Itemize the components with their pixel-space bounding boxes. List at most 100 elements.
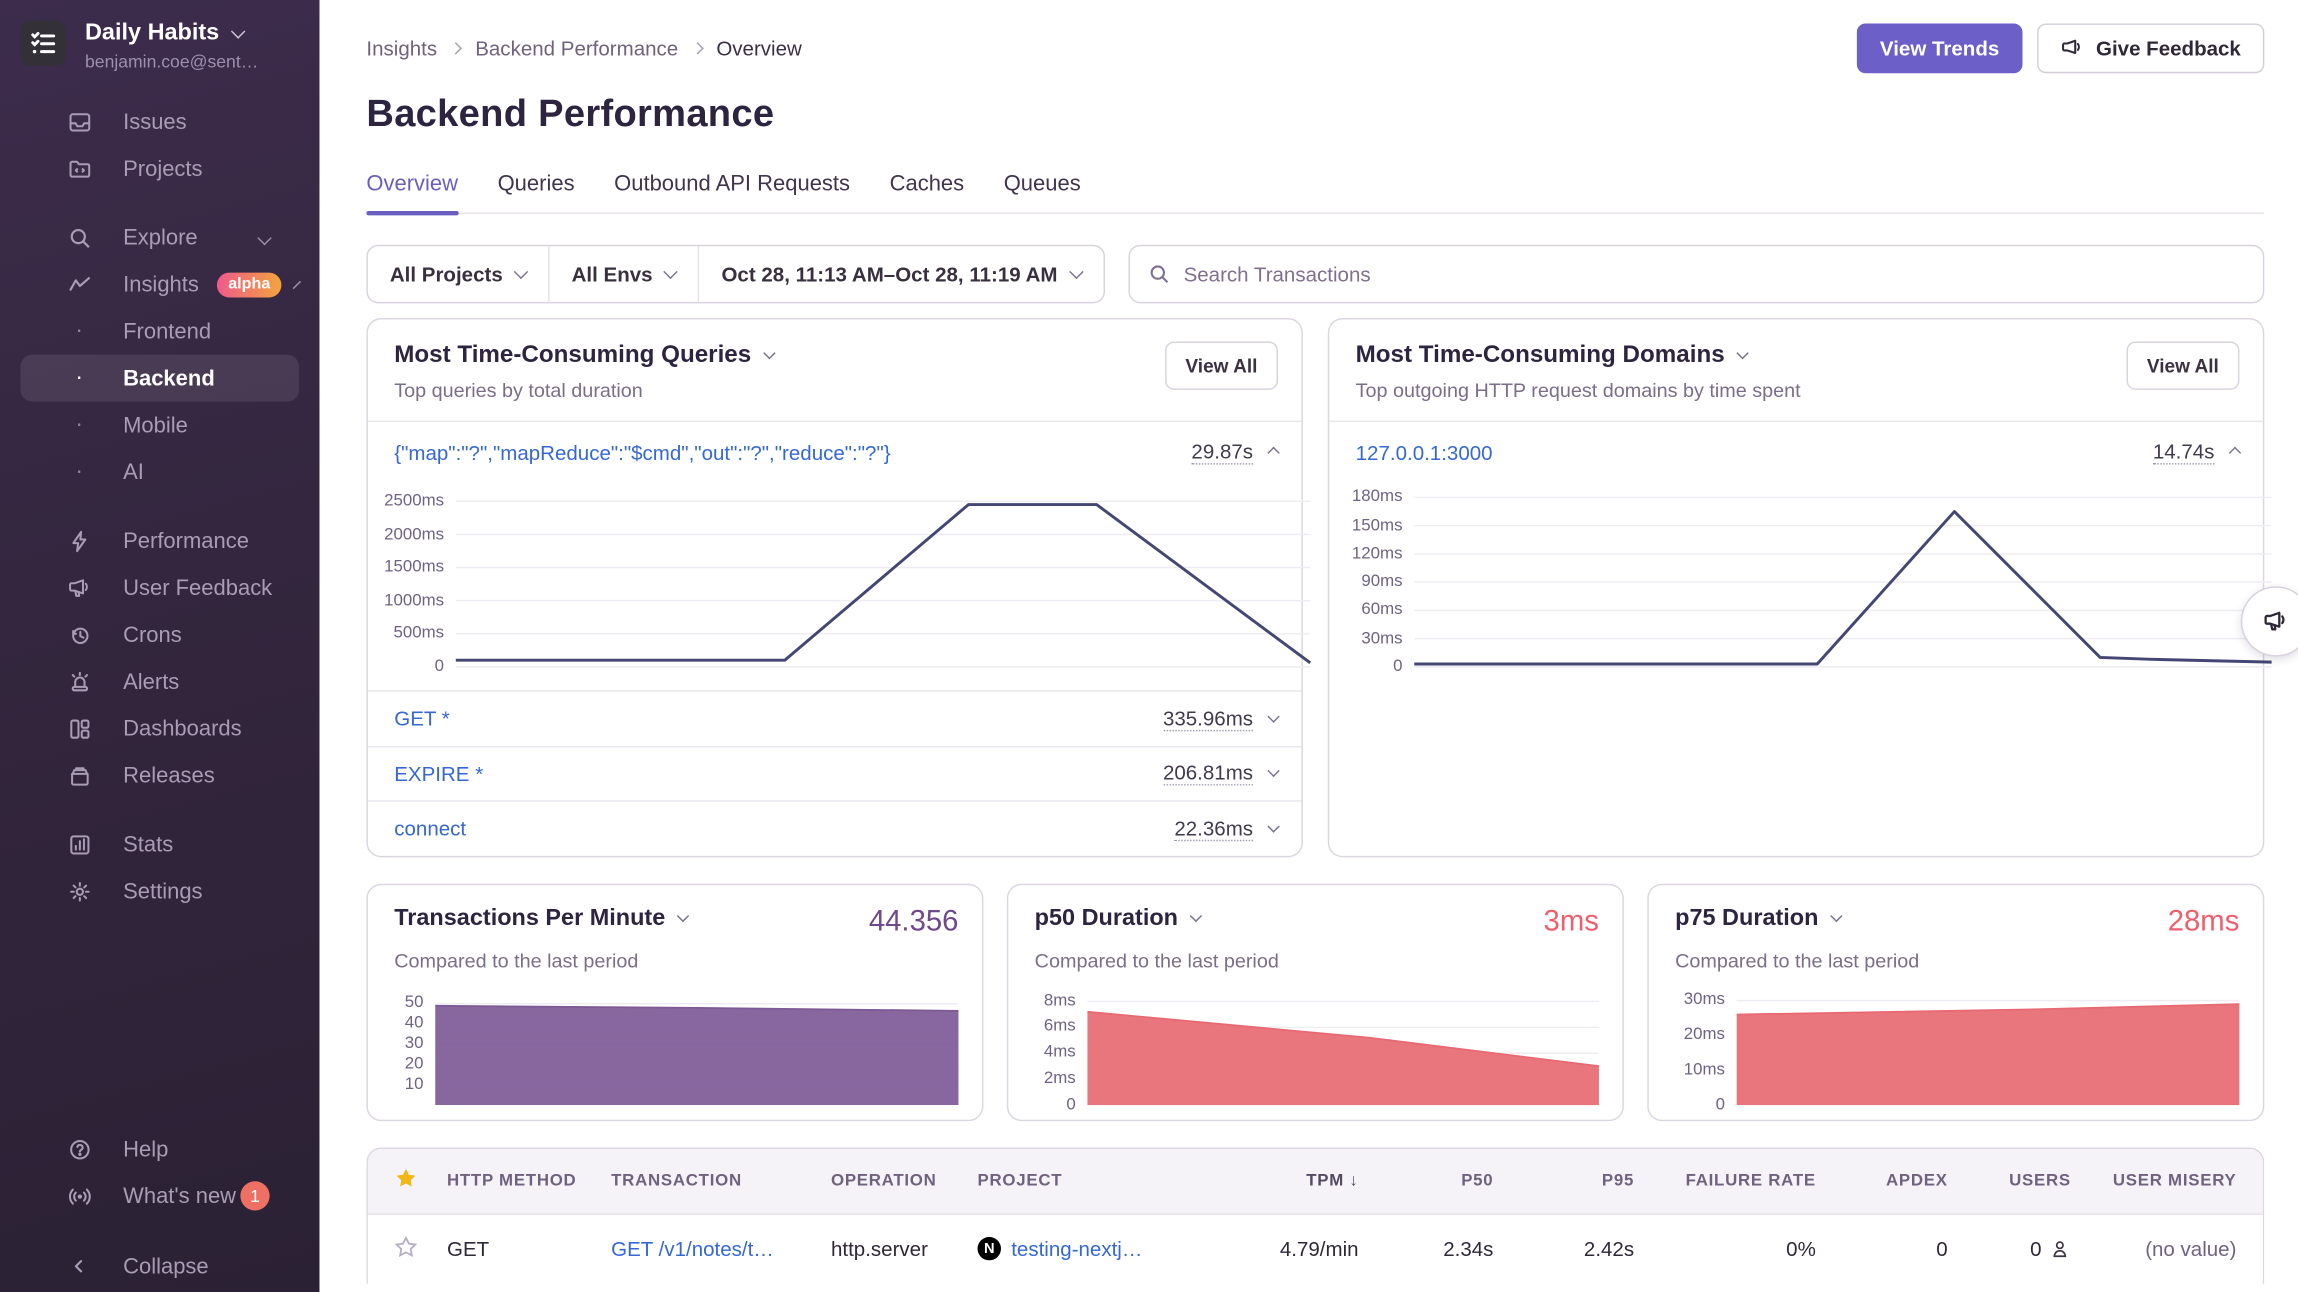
column-user-misery[interactable]: USER MISERY <box>2112 1171 2237 1190</box>
sidebar-item-frontend[interactable]: · Frontend <box>21 308 299 355</box>
bullet-icon: · <box>75 318 84 343</box>
query-duration-chart: 2500ms 2000ms 1500ms 1000ms 500ms 0 <box>377 488 1311 676</box>
domain-time-spent[interactable]: 14.74s <box>2152 439 2215 465</box>
query-total-duration[interactable]: 29.87s <box>1191 439 1254 465</box>
chevron-down-icon[interactable] <box>1267 765 1280 778</box>
sidebar-item-insights[interactable]: Insights alpha <box>21 261 302 308</box>
sidebar-footer: Help What's new 1 Collapse <box>0 1126 319 1292</box>
chevron-down-icon <box>230 24 245 39</box>
domain-link[interactable]: 127.0.0.1:3000 <box>1355 440 1493 464</box>
org-name: Daily Habits <box>85 20 220 46</box>
column-http-method[interactable]: HTTP METHOD <box>446 1171 577 1190</box>
project-filter[interactable]: All Projects <box>368 246 550 302</box>
chevron-down-icon[interactable] <box>1736 346 1749 359</box>
sidebar-collapse-button[interactable]: Collapse <box>21 1243 299 1290</box>
column-transaction[interactable]: TRANSACTION <box>611 1171 742 1190</box>
star-outline-icon[interactable] <box>394 1235 418 1258</box>
sidebar-item-dashboards[interactable]: Dashboards <box>21 705 299 752</box>
sidebar-item-whats-new[interactable]: What's new 1 <box>21 1172 299 1219</box>
query-link[interactable]: EXPIRE * <box>394 761 484 786</box>
org-switcher[interactable]: Daily Habits benjamin.coe@sent… <box>0 0 319 72</box>
search-transactions[interactable] <box>1127 244 2265 304</box>
query-total-duration[interactable]: 22.36ms <box>1174 815 1254 841</box>
environment-filter[interactable]: All Envs <box>550 246 700 302</box>
chevron-down-icon[interactable] <box>1267 819 1280 833</box>
page-title: Backend Performance <box>366 90 775 135</box>
search-input[interactable] <box>1183 262 2246 286</box>
sidebar-item-crons[interactable]: Crons <box>21 611 299 658</box>
tab-queries[interactable]: Queries <box>497 171 575 197</box>
tab-outbound-api-requests[interactable]: Outbound API Requests <box>614 171 851 197</box>
sidebar-item-stats[interactable]: Stats <box>21 821 299 868</box>
sidebar-item-issues[interactable]: Issues <box>21 98 299 145</box>
cell-p95: 2.42s <box>1583 1236 1635 1261</box>
megaphone-icon <box>2264 611 2285 631</box>
sidebar-item-backend[interactable]: · Backend <box>20 354 299 402</box>
tab-queues[interactable]: Queues <box>1003 171 1081 197</box>
card-title: p75 Duration <box>1675 904 1819 930</box>
column-apdex[interactable]: APDEX <box>1885 1171 1948 1190</box>
date-range-filter[interactable]: Oct 28, 11:13 AM–Oct 28, 11:19 AM <box>699 246 1102 302</box>
domain-duration-chart: 180ms 150ms 120ms 90ms 60ms 30ms 0 <box>1338 488 2272 676</box>
filter-bar: All Projects All Envs Oct 28, 11:13 AM–O… <box>366 244 1105 304</box>
cell-http-method: GET <box>446 1236 490 1261</box>
tab-overview[interactable]: Overview <box>366 171 458 216</box>
sidebar-item-projects[interactable]: Projects <box>21 145 299 192</box>
project-link[interactable]: testing-nextj… <box>1011 1236 1143 1261</box>
breadcrumb-backend-performance[interactable]: Backend Performance <box>475 36 679 61</box>
chevron-down-icon[interactable] <box>1829 909 1843 922</box>
tab-bar: Overview Queries Outbound API Requests C… <box>366 171 2265 216</box>
card-title: Most Time-Consuming Queries <box>394 341 752 368</box>
view-trends-button[interactable]: View Trends <box>1856 23 2023 74</box>
cell-apdex: 0 <box>1936 1236 1948 1261</box>
tab-caches[interactable]: Caches <box>889 171 965 197</box>
column-failure-rate[interactable]: FAILURE RATE <box>1685 1171 1816 1190</box>
star-icon[interactable] <box>394 1167 417 1190</box>
breadcrumb: Insights Backend Performance Overview <box>366 37 801 60</box>
help-circle-icon <box>62 1137 97 1162</box>
column-p50[interactable]: P50 <box>1461 1171 1494 1190</box>
sidebar-item-help[interactable]: Help <box>21 1126 299 1173</box>
sidebar-item-ai[interactable]: · AI <box>21 448 299 495</box>
sidebar-item-releases[interactable]: Releases <box>21 752 299 799</box>
chevron-down-icon[interactable] <box>676 909 690 922</box>
table-header: HTTP METHOD TRANSACTION OPERATION PROJEC… <box>367 1148 2263 1215</box>
sidebar-item-alerts[interactable]: Alerts <box>21 658 299 705</box>
query-expanded-row: {"map":"?","mapReduce":"$cmd","out":"?",… <box>368 422 1302 470</box>
bar-chart-icon <box>62 832 97 857</box>
chevron-up-icon[interactable] <box>1267 445 1280 459</box>
query-total-duration[interactable]: 335.96ms <box>1162 706 1254 731</box>
chevron-down-icon[interactable] <box>1267 710 1280 723</box>
floating-feedback-button[interactable] <box>2240 586 2298 657</box>
query-link[interactable]: GET * <box>394 706 450 731</box>
sidebar-item-user-feedback[interactable]: User Feedback <box>21 564 299 611</box>
p50-value: 3ms <box>1543 904 1599 938</box>
chevron-down-icon[interactable] <box>762 346 775 359</box>
p75-chart: 30ms 20ms 10ms 0 <box>1675 991 2239 1113</box>
column-p95[interactable]: P95 <box>1601 1171 1635 1190</box>
tpm-value: 44.356 <box>868 904 959 938</box>
column-project[interactable]: PROJECT <box>977 1171 1063 1190</box>
sidebar-item-mobile[interactable]: · Mobile <box>21 402 299 449</box>
sidebar-item-performance[interactable]: Performance <box>21 517 299 564</box>
transaction-link[interactable]: GET /v1/notes/t… <box>611 1236 774 1261</box>
column-operation[interactable]: OPERATION <box>830 1171 937 1190</box>
breadcrumb-insights[interactable]: Insights <box>366 36 438 61</box>
query-link[interactable]: connect <box>394 816 467 841</box>
sort-desc-icon: ↓ <box>1349 1171 1359 1190</box>
chevron-up-icon[interactable] <box>2228 445 2242 459</box>
sidebar-item-explore[interactable]: Explore <box>21 214 299 261</box>
user-icon <box>2053 1240 2067 1257</box>
query-link[interactable]: {"map":"?","mapReduce":"$cmd","out":"?",… <box>394 440 891 464</box>
chevron-down-icon[interactable] <box>1189 909 1202 922</box>
trend-line-icon <box>62 272 97 297</box>
column-tpm[interactable]: TPM ↓ <box>1306 1171 1359 1190</box>
view-all-domains-button[interactable]: View All <box>2126 341 2240 390</box>
column-users[interactable]: USERS <box>2009 1171 2071 1190</box>
query-total-duration[interactable]: 206.81ms <box>1162 760 1254 786</box>
archive-box-icon <box>62 763 97 788</box>
view-all-queries-button[interactable]: View All <box>1164 341 1278 390</box>
gear-icon <box>62 879 97 904</box>
give-feedback-button[interactable]: Give Feedback <box>2037 23 2265 74</box>
sidebar-item-settings[interactable]: Settings <box>21 868 299 915</box>
